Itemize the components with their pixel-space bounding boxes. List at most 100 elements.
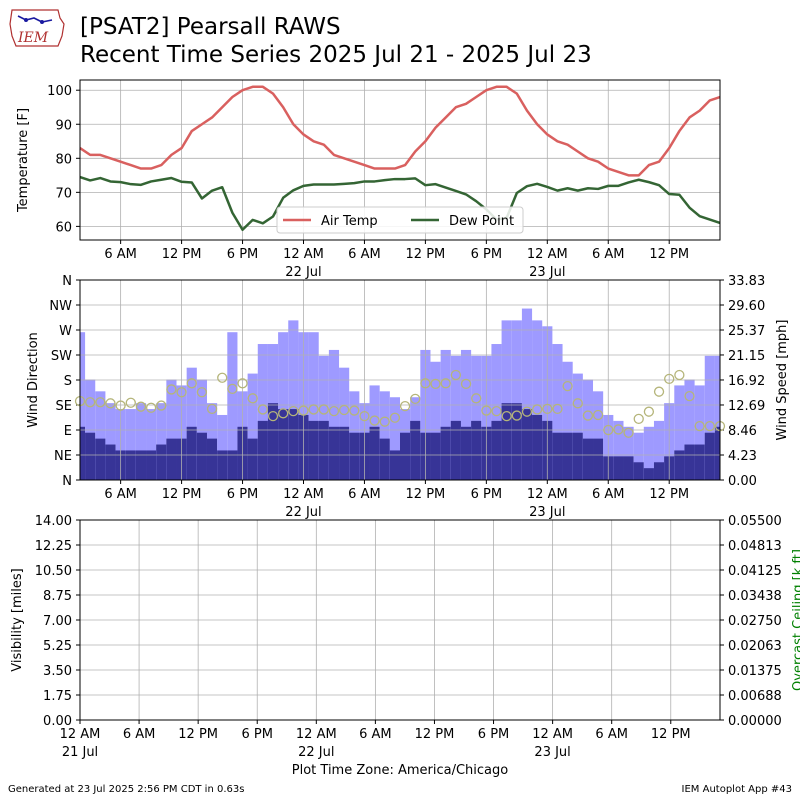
wind-gust-bar: [339, 367, 350, 480]
wind-speed-bar: [613, 456, 624, 480]
wind-direction-marker: [105, 398, 116, 409]
wind-gust-bar: [95, 391, 106, 480]
wind-speed-bar: [562, 432, 573, 480]
wind-speed-bar: [633, 462, 644, 480]
wind-direction-marker: [450, 369, 462, 381]
wind-speed-tick-label: 33.83: [728, 274, 765, 289]
wind-xtick-label: 6 AM: [592, 487, 625, 502]
wind-speed-tick-label: 29.60: [728, 299, 765, 314]
wind-direction-marker: [613, 424, 624, 435]
iem-logo: IEM: [6, 6, 66, 50]
wind-direction-marker: [603, 424, 614, 436]
wind-speed-bar: [125, 450, 136, 480]
wind-gust-bar: [440, 349, 451, 480]
temp-xtick-label: 6 AM: [348, 247, 381, 262]
wind-speed-bar: [593, 438, 604, 480]
wind-gust-bar: [146, 409, 157, 480]
wind-direction-marker: [633, 413, 644, 425]
wind-speed-tick-label: 12.69: [728, 399, 765, 414]
wind-direction-marker: [85, 397, 96, 408]
wind-xtick-sublabel: 22 Jul: [285, 505, 321, 520]
wind-direction-tick-label: S: [64, 374, 72, 389]
wind-direction-marker: [704, 420, 715, 432]
wind-speed-bar: [653, 462, 665, 480]
wind-speed-bar: [521, 409, 533, 480]
wind-speed-bar: [704, 432, 715, 480]
wind-direction-marker: [176, 387, 187, 398]
wind-speed-tick-label: 21.15: [728, 349, 765, 364]
wind-gust-bar: [653, 420, 665, 480]
vis-xtick-label: 6 PM: [478, 727, 509, 742]
wind-direction-tick-label: NW: [49, 299, 72, 314]
vis-xtick-label: 6 PM: [241, 727, 272, 742]
wind-speed-bar: [623, 456, 634, 480]
temp-xtick-label: 12 PM: [162, 247, 202, 262]
wind-direction-tick-label: W: [59, 324, 72, 339]
vis-xtick-label: 12 PM: [651, 727, 691, 742]
wind-gust-bar: [491, 344, 502, 480]
wind-direction-marker: [156, 400, 167, 411]
wind-direction-marker: [328, 405, 340, 417]
ceiling-ytick-label: 0.02750: [728, 614, 782, 629]
temp-xtick-label: 12 PM: [649, 247, 689, 262]
wind-direction-marker: [257, 404, 269, 415]
wind-speed-bar: [196, 432, 207, 480]
wind-direction-tick-label: N: [62, 274, 72, 289]
ceiling-ytick-label: 0.00000: [728, 714, 782, 729]
temp-ytick-label: 100: [47, 84, 72, 99]
vis-xtick-label: 12 AM: [532, 727, 573, 742]
wind-speed-bar: [247, 438, 258, 480]
wind-speed-bar: [572, 432, 583, 480]
wind-gust-bar: [694, 385, 705, 480]
wind-direction-tick-label: SE: [56, 399, 72, 414]
wind-speed-bar: [349, 432, 360, 480]
wind-xtick-sublabel: 23 Jul: [529, 505, 565, 520]
wind-direction-marker: [186, 378, 197, 389]
vis-ytick-label: 12.25: [35, 539, 72, 554]
wind-direction-marker: [684, 390, 695, 402]
vis-xtick-label: 12 AM: [60, 727, 101, 742]
wind-gust-bar: [572, 373, 583, 480]
vis-xtick-label: 6 AM: [123, 727, 156, 742]
wind-speed-tick-label: 25.37: [728, 324, 765, 339]
wind-speed-tick-label: 0.00: [728, 474, 757, 489]
vis-xtick-label: 12 PM: [178, 727, 218, 742]
wind-speed-bar: [694, 444, 705, 480]
wind-gust-bar: [318, 355, 329, 480]
vis-ytick-label: 14.00: [35, 514, 72, 529]
wind-gust-bar: [278, 332, 289, 480]
ceiling-ytick-label: 0.00688: [728, 689, 782, 704]
wind-speed-bar: [582, 438, 594, 480]
wind-direction-marker: [308, 404, 319, 415]
wind-speed-bar: [674, 450, 685, 480]
wind-gust-bar: [156, 403, 167, 480]
wind-speed-bar: [257, 420, 268, 480]
wind-direction-marker: [399, 400, 411, 412]
wind-speed-bar: [278, 409, 289, 480]
wind-direction-marker: [521, 406, 533, 417]
temp-xtick-label: 6 AM: [104, 247, 137, 262]
wind-direction-marker: [115, 400, 126, 411]
wind-speed-bar: [156, 444, 167, 480]
legend-air-temp-label: Air Temp: [321, 214, 378, 229]
wind-direction-marker: [491, 405, 502, 417]
vis-ytick-label: 10.50: [35, 564, 72, 579]
wind-direction-marker: [359, 410, 370, 422]
wind-direction-marker: [298, 405, 309, 416]
wind-xtick-label: 12 PM: [649, 487, 689, 502]
wind-speed-bar: [308, 420, 319, 480]
wind-direction-marker: [643, 406, 655, 417]
wind-direction-marker: [288, 405, 299, 417]
wind-gust-bar: [247, 373, 258, 480]
wind-direction-marker: [552, 403, 563, 415]
wind-direction-marker: [542, 403, 553, 415]
wind-direction-marker: [410, 393, 421, 405]
wind-direction-marker: [501, 410, 512, 422]
wind-gust-bar: [511, 320, 522, 480]
vis-plot-frame: [79, 519, 721, 721]
vis-ytick-label: 0.00: [43, 714, 72, 729]
wind-direction-marker: [460, 378, 472, 390]
wind-speed-bar: [501, 403, 512, 480]
wind-gust-bar: [186, 367, 197, 480]
temp-ytick-label: 70: [55, 186, 72, 201]
